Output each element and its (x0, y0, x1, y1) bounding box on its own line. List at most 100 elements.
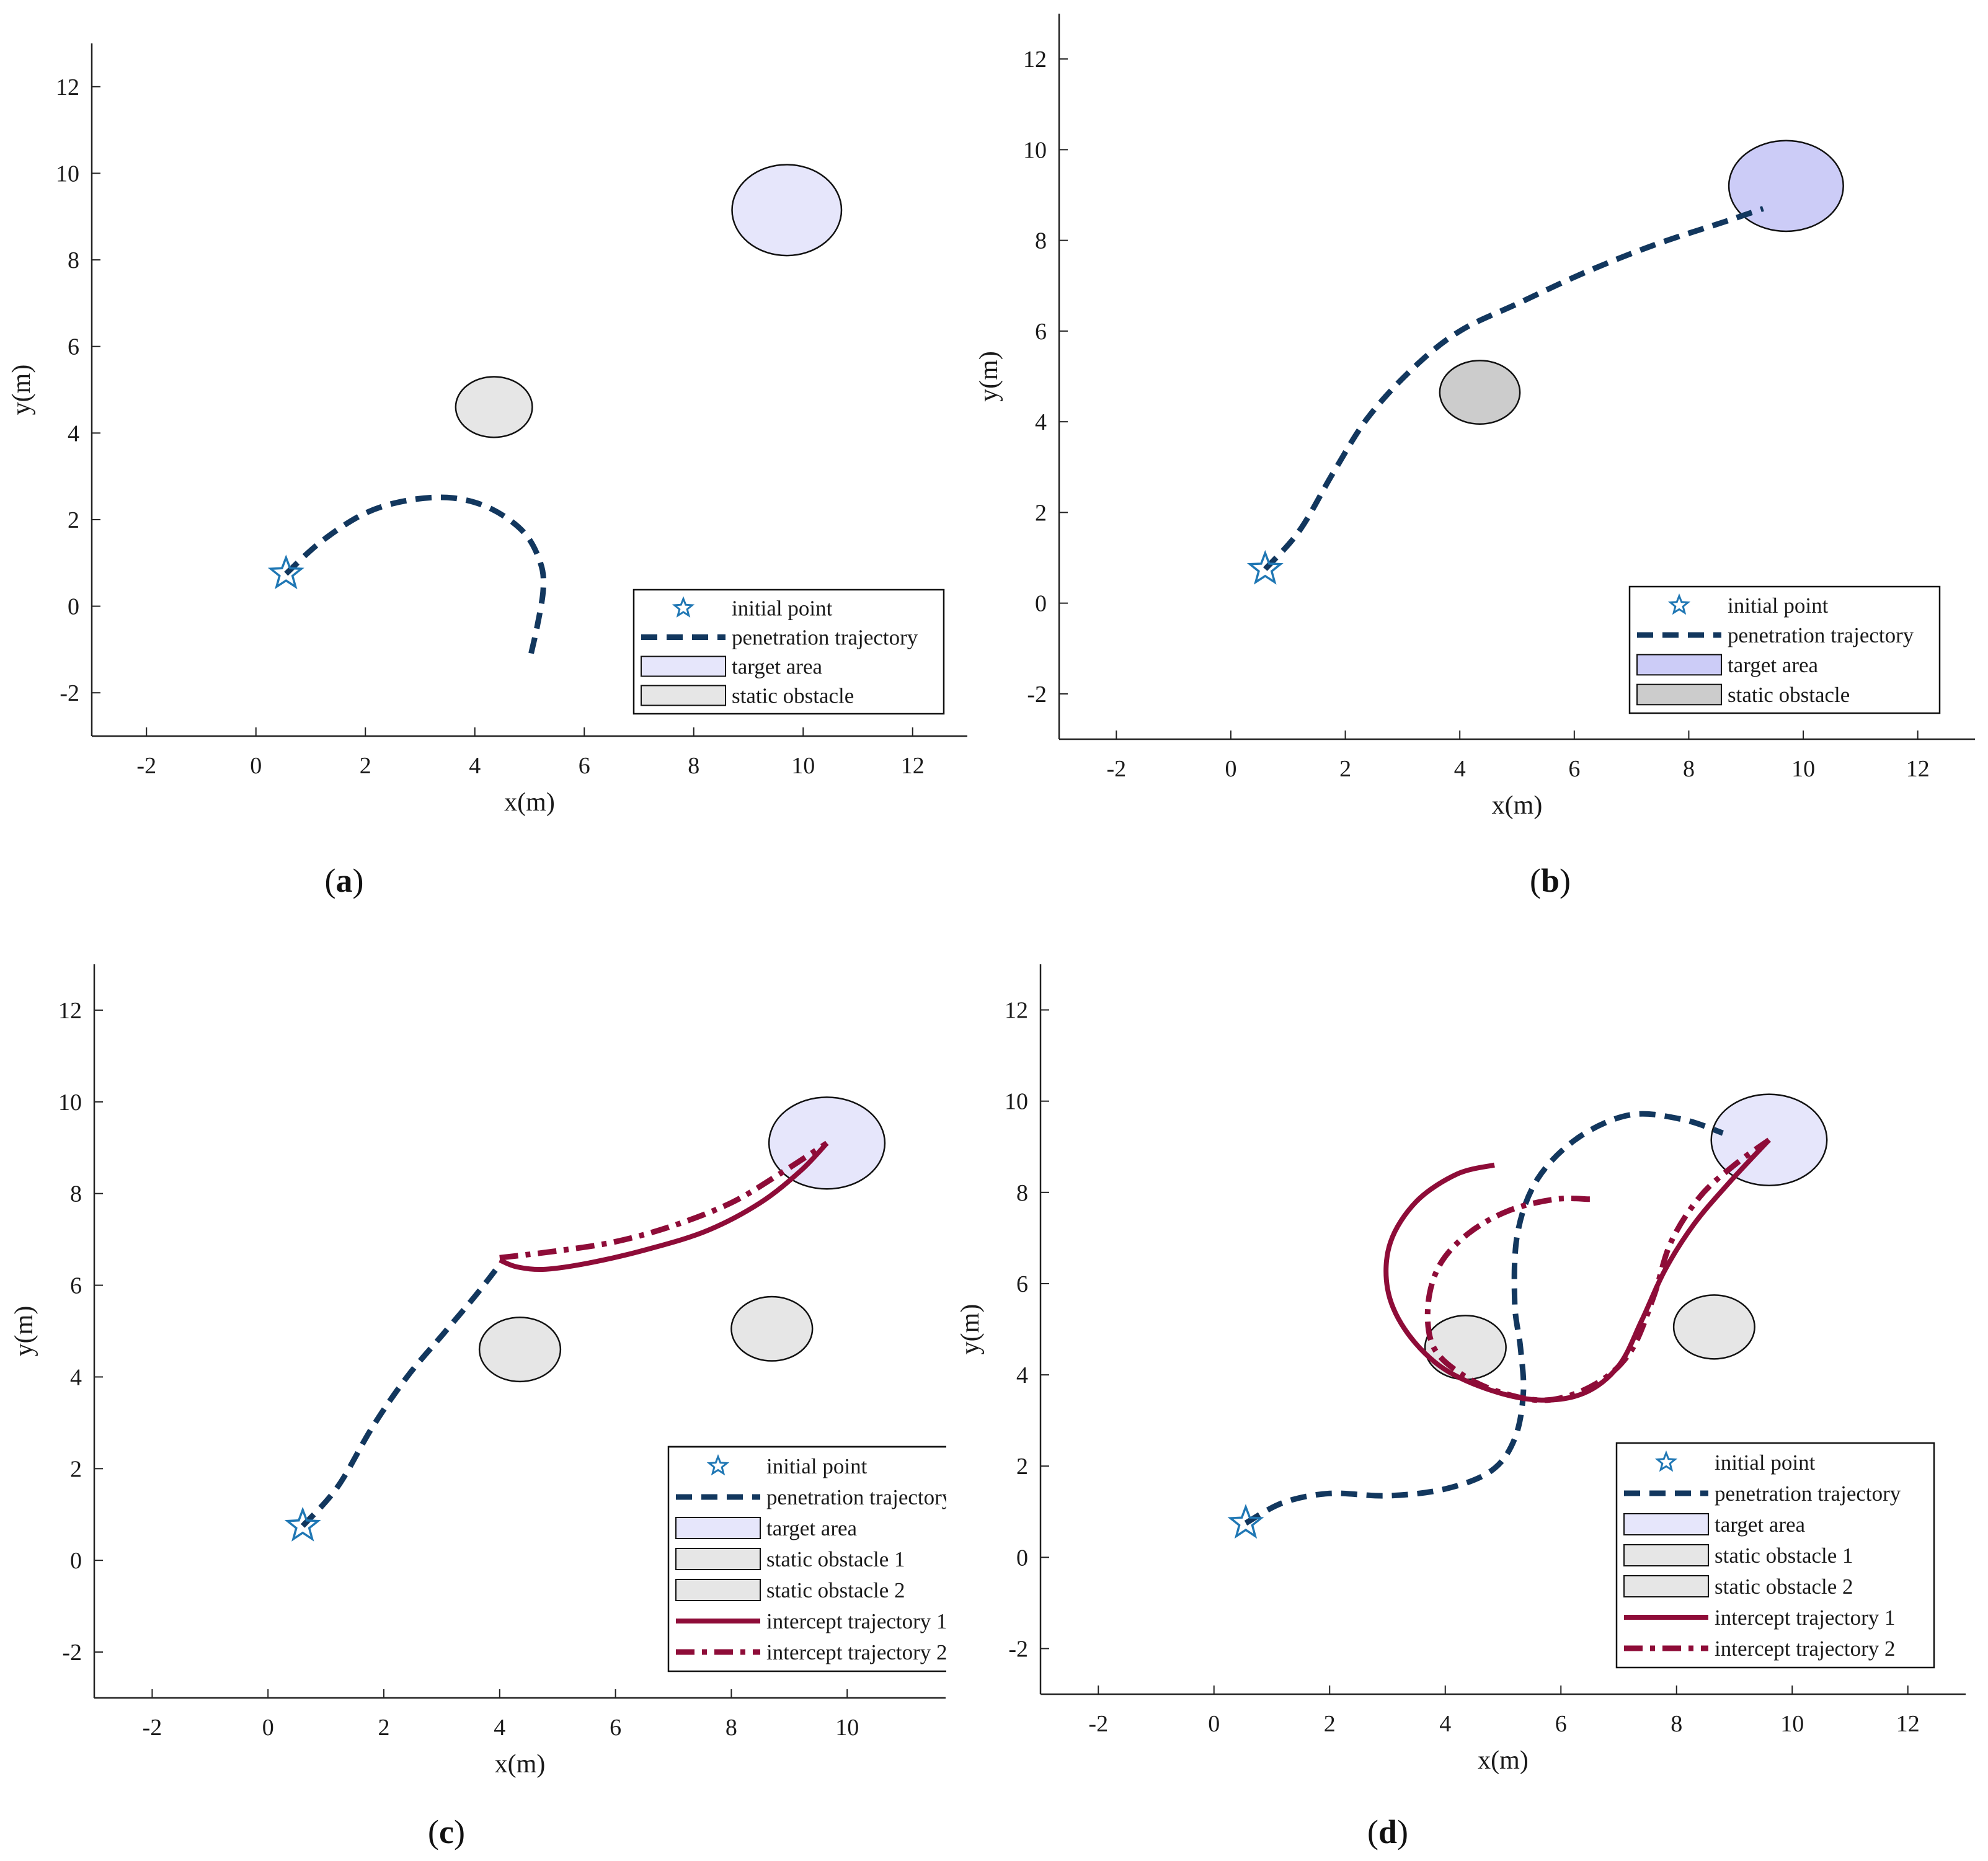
intercept-trajectory-2-line (1424, 1137, 1771, 1403)
x-tick-label: 6 (1555, 1711, 1567, 1737)
penetration-trajectory-line (284, 494, 546, 661)
legend: initial point penetration trajectory targe… (1628, 585, 1941, 714)
legend-entry: target area (675, 1516, 858, 1540)
legend-label: intercept trajectory 1 (766, 1609, 947, 1633)
y-tick-label: 8 (1016, 1180, 1028, 1206)
y-tick-label: 6 (70, 1273, 82, 1299)
x-axis-label: x(m) (495, 1750, 546, 1779)
target-area (768, 1096, 886, 1190)
legend-label: penetration trajectory (732, 626, 918, 650)
legend-entry: static obstacle 1 (1623, 1543, 1853, 1568)
y-tick-label: -2 (62, 1640, 82, 1666)
y-tick-label: 8 (68, 247, 79, 273)
static-obstacle-1 (478, 1317, 562, 1383)
caption-d: (d) (1367, 1813, 1408, 1850)
legend-entry: intercept trajectory 1 (1624, 1606, 1896, 1630)
legend-label: initial point (732, 597, 833, 621)
x-tick-label: 8 (688, 753, 699, 779)
y-tick-label: 4 (1035, 409, 1047, 435)
y-tick-label: 2 (68, 507, 79, 533)
y-tick-label: 2 (70, 1456, 82, 1482)
y-tick-label: 0 (70, 1548, 82, 1574)
penetration-trajectory-line (1262, 206, 1764, 571)
legend-entry: static obstacle (641, 684, 854, 708)
y-tick-label: 12 (58, 998, 82, 1024)
legend: initial point penetration trajectory targe… (667, 1446, 947, 1672)
target-area (1728, 140, 1844, 233)
legend-label: target area (1715, 1512, 1806, 1537)
x-tick-label: 12 (1896, 1711, 1920, 1737)
legend-entry: static obstacle 2 (675, 1578, 905, 1602)
legend-entry: penetration trajectory (1624, 1481, 1901, 1506)
x-tick-label: 4 (494, 1715, 505, 1741)
y-tick-label: 6 (68, 334, 79, 360)
panel-b: -2 0 2 4 6 8 10 12 -2 0 2 4 6 8 10 12 x(m) y(m) initial po… (975, 14, 1975, 820)
y-tick-label: 4 (1016, 1362, 1028, 1388)
x-tick-label: 10 (791, 753, 815, 779)
static-obstacle-1 (455, 376, 533, 438)
panel-d: -2 0 2 4 6 8 10 12 -2 0 2 4 6 8 10 12 x(m) y(m) initial po… (956, 964, 1966, 1775)
legend-label: intercept trajectory 2 (1715, 1637, 1896, 1661)
x-axis-label: x(m) (1478, 1746, 1529, 1775)
x-tick-label: 0 (250, 753, 262, 779)
initial-point-marker (1227, 1504, 1264, 1539)
x-tick-label: 2 (1324, 1711, 1336, 1737)
legend-swatch (1623, 1544, 1709, 1566)
y-tick-label: 10 (1005, 1089, 1028, 1115)
y-tick-label: 0 (68, 594, 79, 620)
x-tick-label: 10 (1780, 1711, 1804, 1737)
y-tick-label: 0 (1035, 591, 1047, 617)
x-tick-label: 10 (1791, 756, 1815, 782)
x-tick-label: 0 (262, 1715, 274, 1741)
static-obstacle-1 (1439, 360, 1521, 425)
x-axis-label: x(m) (504, 788, 555, 817)
x-tick-label: -2 (136, 753, 156, 779)
y-tick-label: 4 (70, 1364, 82, 1390)
y-tick-label: -2 (1027, 682, 1047, 708)
legend-swatch (641, 655, 726, 677)
legend-label: static obstacle 1 (766, 1547, 905, 1571)
y-tick-label: 10 (58, 1090, 82, 1116)
y-axis-label: y(m) (7, 365, 36, 415)
y-tick-label: 12 (56, 74, 79, 100)
legend-label: intercept trajectory 2 (766, 1640, 947, 1664)
legend-swatch (675, 1517, 761, 1539)
legend-label: static obstacle 2 (766, 1578, 905, 1602)
y-tick-label: 12 (1023, 47, 1047, 73)
legend-entry: penetration trajectory (676, 1485, 946, 1509)
legend-star-icon (672, 596, 695, 618)
legend-label: penetration trajectory (1715, 1481, 1901, 1506)
x-tick-label: 2 (360, 753, 371, 779)
y-tick-label: 10 (56, 161, 79, 187)
legend-entry: intercept trajectory 2 (1624, 1637, 1896, 1661)
legend-entry: initial point (672, 596, 833, 621)
static-obstacle-1 (1424, 1315, 1507, 1380)
legend-entry: penetration trajectory (641, 626, 918, 650)
y-tick-label: 4 (68, 420, 79, 446)
x-tick-label: 10 (835, 1715, 859, 1741)
legend-entry: initial point (706, 1454, 868, 1478)
legend-label: static obstacle 1 (1715, 1543, 1853, 1568)
x-axis-label: x(m) (1492, 791, 1543, 820)
y-tick-label: 8 (70, 1181, 82, 1207)
legend-label: initial point (1728, 593, 1829, 618)
legend-star-icon (1654, 1450, 1678, 1472)
y-tick-label: 6 (1035, 319, 1047, 345)
legend-label: intercept trajectory 1 (1715, 1606, 1896, 1630)
initial-point-marker (1246, 549, 1284, 585)
initial-point-marker (284, 1506, 321, 1542)
legend-swatch (675, 1548, 761, 1570)
y-tick-label: 8 (1035, 228, 1047, 254)
legend-swatch (1636, 683, 1722, 706)
intercept-trajectory-1-line (499, 1141, 829, 1272)
caption-c: (c) (428, 1813, 465, 1850)
x-tick-label: 2 (1339, 756, 1351, 782)
target-area (731, 164, 843, 257)
legend-label: initial point (1715, 1450, 1816, 1475)
legend-entry: intercept trajectory 2 (676, 1640, 947, 1664)
legend-label: target area (766, 1516, 858, 1540)
legend-star-icon (706, 1454, 730, 1476)
panel-c: -2 0 2 4 6 8 10 -2 0 2 4 6 8 10 12 x(m) y(m) initial poin… (10, 964, 947, 1779)
x-tick-label: 6 (610, 1715, 621, 1741)
legend-swatch (641, 685, 726, 706)
